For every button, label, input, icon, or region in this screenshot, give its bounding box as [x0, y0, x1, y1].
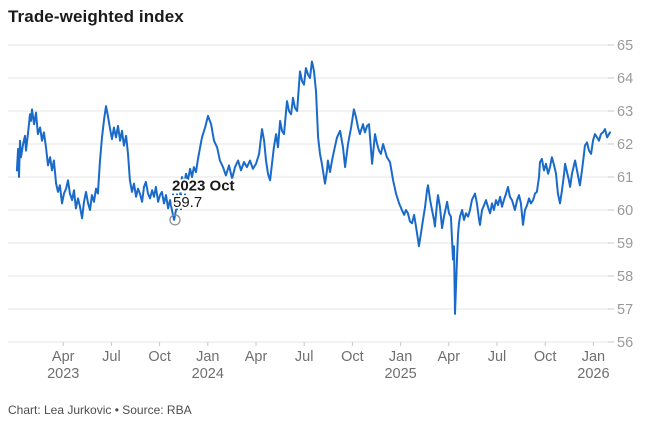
- x-axis-month-label: Jan: [582, 349, 605, 365]
- x-axis-year-label: 2025: [384, 366, 416, 382]
- series-line: [15, 60, 611, 315]
- y-axis-label: 61: [617, 170, 633, 186]
- x-axis-year-label: 2026: [577, 366, 609, 382]
- annotation-value-label: 59.7: [173, 194, 202, 211]
- y-axis-label: 56: [617, 335, 633, 351]
- x-axis-month-label: Jan: [389, 349, 412, 365]
- y-axis-label: 59: [617, 236, 633, 252]
- y-axis-label: 64: [617, 71, 633, 87]
- x-axis-month-label: Oct: [148, 349, 171, 365]
- annotation-date-label: 2023 Oct: [172, 177, 235, 194]
- x-axis-month-label: Jul: [488, 349, 507, 365]
- y-axis-label: 63: [617, 104, 633, 120]
- x-axis-month-label: Apr: [438, 349, 461, 365]
- annotation-point-marker: [169, 214, 181, 226]
- x-axis-month-label: Oct: [341, 349, 364, 365]
- y-axis-label: 62: [617, 137, 633, 153]
- page-title: Trade-weighted index: [8, 7, 184, 26]
- x-axis-month-label: Jan: [196, 349, 219, 365]
- x-axis-month-label: Apr: [52, 349, 75, 365]
- y-axis-label: 58: [617, 269, 633, 285]
- x-axis-year-label: 2024: [192, 366, 224, 382]
- chart-byline-source: Chart: Lea Jurkovic • Source: RBA: [8, 403, 192, 417]
- y-axis-label: 60: [617, 203, 633, 219]
- x-axis-year-label: 2023: [47, 366, 79, 382]
- x-axis-month-label: Jul: [295, 349, 314, 365]
- y-axis-label: 57: [617, 302, 633, 318]
- x-axis-month-label: Jul: [102, 349, 121, 365]
- x-axis-month-label: Apr: [245, 349, 268, 365]
- x-axis-month-label: Oct: [534, 349, 557, 365]
- y-axis-label: 65: [617, 38, 633, 54]
